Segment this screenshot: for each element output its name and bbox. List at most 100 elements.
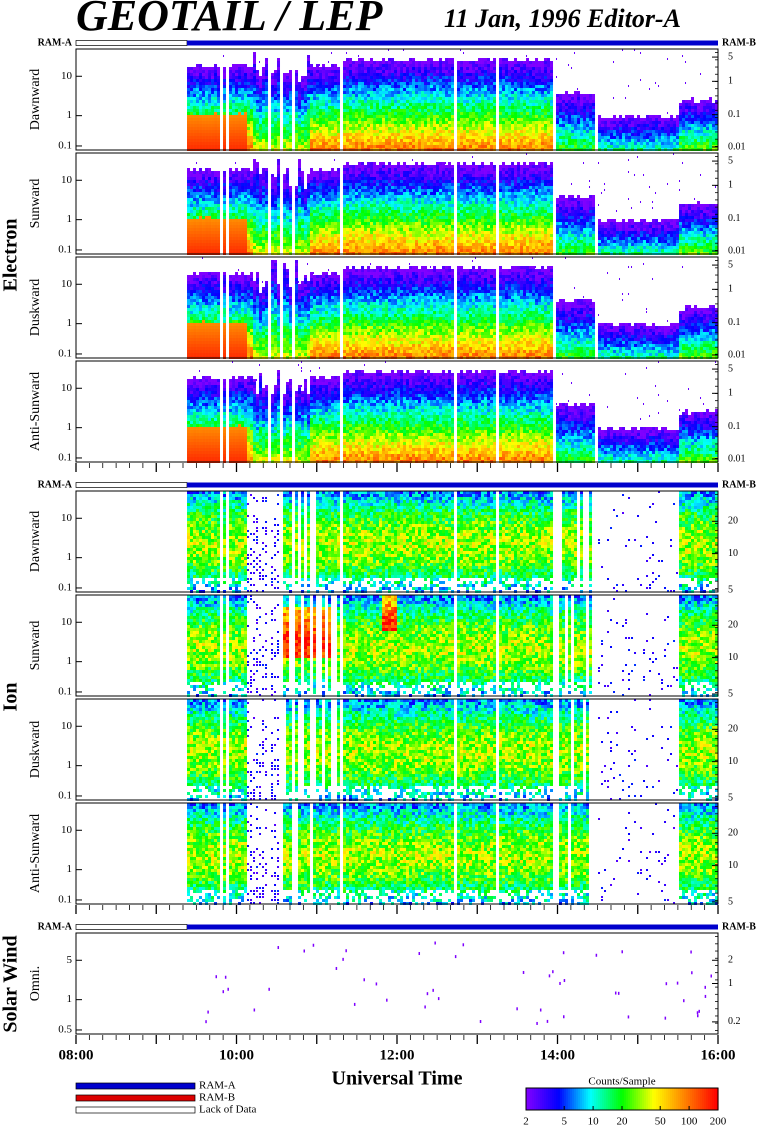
ram-lack-of-data-bar <box>76 41 187 46</box>
left-tick-label: 10 <box>61 616 73 628</box>
colorbar-tick-label: 100 <box>681 1116 698 1128</box>
left-tick-label: 1 <box>67 759 73 771</box>
panel-ylabel: Sunward <box>28 179 43 229</box>
right-tick-label: 5 <box>728 896 733 907</box>
colorbar-tick-label: 5 <box>561 1116 567 1128</box>
right-tick-label: 0.1 <box>728 109 741 120</box>
right-tick-label: 5 <box>728 363 733 374</box>
spectrogram-panel-8 <box>187 803 718 905</box>
panel-ylabel: Dawnward <box>28 511 43 572</box>
group-label: Solar Wind <box>0 935 22 1032</box>
right-tick-label: 20 <box>728 516 738 527</box>
spectrogram-panel-6 <box>187 595 718 697</box>
right-tick-label: 5 <box>728 51 733 62</box>
left-tick-label: 0.5 <box>58 1023 72 1035</box>
spectrogram-layer <box>187 49 719 1110</box>
right-tick-label: 20 <box>728 724 738 735</box>
left-tick-label: 0.1 <box>58 347 72 359</box>
right-tick-label: 0.1 <box>728 213 741 224</box>
ram-b-label: RAM-B <box>722 921 756 932</box>
right-tick-label: 0.01 <box>728 349 746 360</box>
right-tick-label: 5 <box>728 259 733 270</box>
colorbar-title: Counts/Sample <box>588 1076 655 1088</box>
ram-a-label: RAM-A <box>38 37 73 48</box>
right-tick-label: 0.01 <box>728 245 746 256</box>
ram-a-bar <box>187 41 718 46</box>
right-tick-label: 1 <box>728 180 733 191</box>
ram-b-label: RAM-B <box>722 37 756 48</box>
legend-label: RAM-A <box>199 1080 236 1092</box>
ram-a-label: RAM-A <box>38 479 73 490</box>
ram-b-label: RAM-B <box>722 479 756 490</box>
right-tick-label: 10 <box>728 756 738 767</box>
right-tick-label: 10 <box>728 860 738 871</box>
right-tick-label: 1 <box>728 284 733 295</box>
right-tick-label: 0.01 <box>728 141 746 152</box>
ram-a-label: RAM-A <box>38 921 73 932</box>
right-tick-label: 0.2 <box>728 1016 741 1027</box>
left-tick-label: 1 <box>67 655 73 667</box>
right-tick-label: 1 <box>728 978 733 989</box>
right-tick-label: 0.1 <box>728 317 741 328</box>
spectrogram-panel-4 <box>187 361 718 463</box>
ram-lack-of-data-bar <box>76 925 187 930</box>
right-tick-label: 0.1 <box>728 421 741 432</box>
left-tick-label: 10 <box>61 174 73 186</box>
spectrogram-panel-1 <box>187 49 718 151</box>
x-tick-label: 08:00 <box>59 1047 94 1063</box>
left-tick-label: 0.1 <box>58 581 72 593</box>
panel-ylabel: Duskward <box>28 721 43 779</box>
left-tick-label: 1 <box>67 317 73 329</box>
left-tick-label: 1 <box>67 213 73 225</box>
left-tick-label: 10 <box>61 278 73 290</box>
legend-swatch <box>76 1107 195 1113</box>
left-tick-label: 0.1 <box>58 789 72 801</box>
legend-label: RAM-B <box>199 1092 235 1104</box>
left-tick-label: 0.1 <box>58 685 72 697</box>
panel-frame <box>76 933 718 1034</box>
right-tick-label: 5 <box>728 792 733 803</box>
spectrogram-panel-5 <box>187 491 718 593</box>
colorbar-tick-label: 50 <box>655 1116 667 1128</box>
spectrogram-panel-9 <box>205 942 712 1025</box>
panel-ylabel: Omni. <box>28 966 43 1001</box>
right-tick-label: 20 <box>728 828 738 839</box>
left-tick-label: 1 <box>67 993 73 1005</box>
left-tick-label: 1 <box>67 109 73 121</box>
x-tick-label: 12:00 <box>380 1047 415 1063</box>
right-tick-label: 5 <box>728 688 733 699</box>
ram-a-bar <box>187 483 718 488</box>
left-tick-label: 10 <box>61 720 73 732</box>
panel-ylabel: Anti-Sunward <box>28 372 43 451</box>
left-tick-label: 10 <box>61 512 73 524</box>
left-tick-label: 0.1 <box>58 451 72 463</box>
panel-ylabel: Dawnward <box>28 69 43 130</box>
left-tick-label: 0.1 <box>58 243 72 255</box>
spectrogram-panel-3 <box>187 257 718 359</box>
left-tick-label: 1 <box>67 863 73 875</box>
right-tick-label: 1 <box>728 388 733 399</box>
ram-a-bar <box>187 925 718 930</box>
right-tick-label: 10 <box>728 652 738 663</box>
left-tick-label: 10 <box>61 70 73 82</box>
right-tick-label: 5 <box>728 584 733 595</box>
right-tick-label: 2 <box>728 955 733 966</box>
left-tick-label: 10 <box>61 382 73 394</box>
colorbar-tick-label: 10 <box>588 1116 600 1128</box>
right-tick-label: 10 <box>728 548 738 559</box>
right-tick-label: 20 <box>728 620 738 631</box>
right-tick-label: 0.01 <box>728 453 746 464</box>
x-tick-label: 10:00 <box>219 1047 254 1063</box>
left-tick-label: 5 <box>67 954 73 966</box>
group-label: Electron <box>0 219 22 292</box>
legend-swatch <box>76 1095 195 1101</box>
x-axis-label: Universal Time <box>332 1068 463 1090</box>
left-tick-label: 0.1 <box>58 893 72 905</box>
group-label: Ion <box>0 683 22 712</box>
x-tick-label: 16:00 <box>701 1047 736 1063</box>
right-tick-label: 5 <box>728 155 733 166</box>
spectrogram-panel-2 <box>187 153 718 255</box>
left-tick-label: 10 <box>61 824 73 836</box>
legend-swatch <box>76 1083 195 1089</box>
right-tick-label: 1 <box>728 76 733 87</box>
